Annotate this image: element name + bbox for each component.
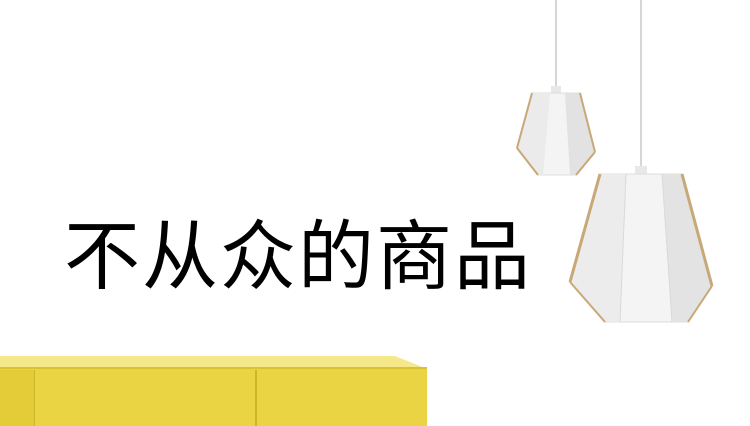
headline: 不从众的商品 [64,212,532,301]
pendant-lamp-large-icon [568,0,714,323]
yellow-cabinet-icon [0,356,427,426]
pendant-lamp-small-icon [516,0,596,176]
